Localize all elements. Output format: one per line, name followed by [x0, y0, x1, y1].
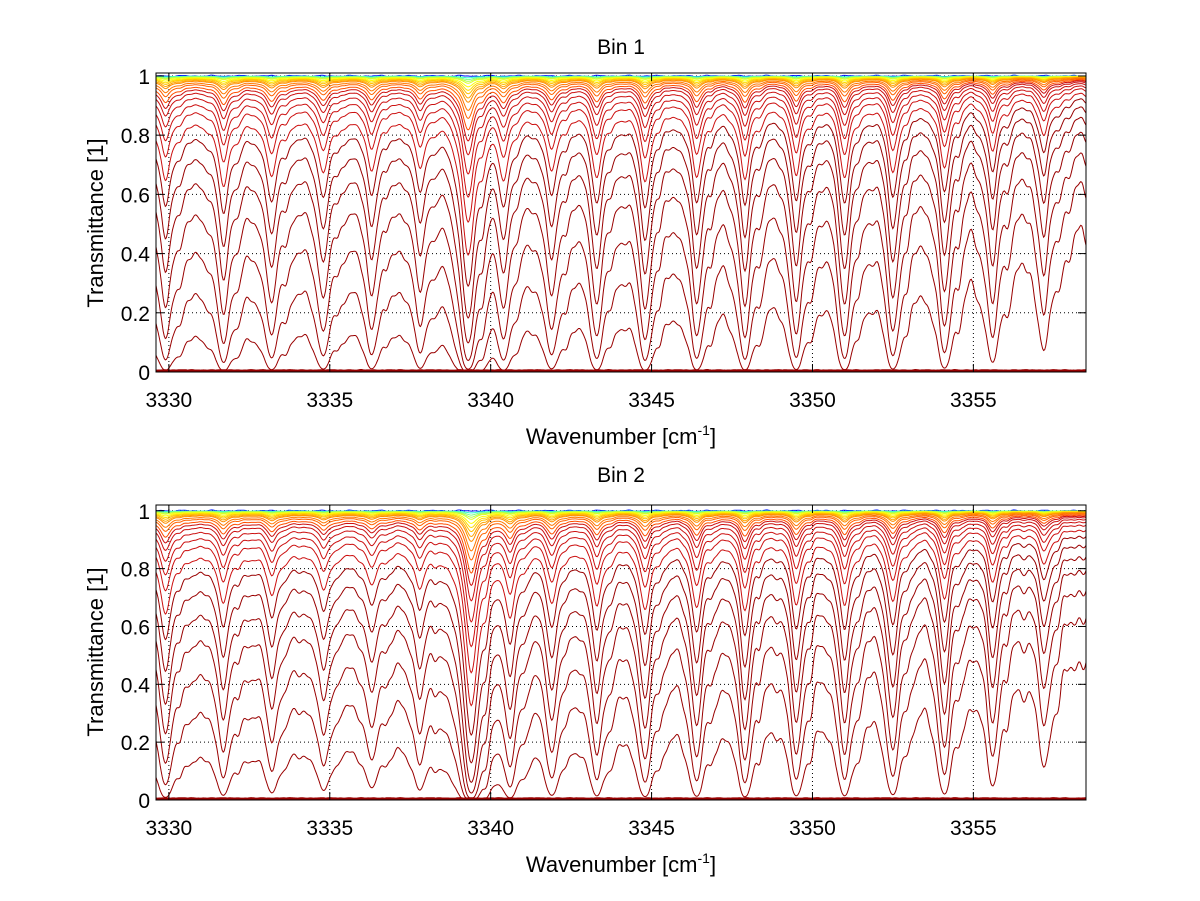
bin2-xtick-label: 3340: [467, 817, 514, 840]
bin1-xlabel: Wavenumber [cm-1]: [526, 422, 716, 449]
bin2-ytick-label: 0.6: [121, 616, 150, 639]
bin1-title: Bin 1: [597, 36, 645, 59]
bin2-spectrum-curve-12: [156, 514, 1086, 574]
bin2-spectrum-curve-8: [156, 512, 1086, 538]
bin2-spectrum-curve-15: [156, 518, 1086, 623]
bin1-spectrum-curve-17: [156, 88, 1086, 224]
bin1-spectrum-curve-25: [156, 224, 1086, 372]
bin2-xtick-label: 3330: [146, 817, 193, 840]
bin1-xtick-label: 3335: [306, 389, 353, 412]
bin1-ytick-label: 1: [138, 66, 150, 89]
bin2-spectrum-curve-11: [156, 513, 1086, 561]
bin1-spectrum-curve-6: [156, 76, 1086, 91]
bin2-axes: Bin 2 3330 3335 3340 3345 3350 3355 0 0.2 0.4 0.6…: [83, 464, 1087, 877]
bin2-spectrum-curve-26: [156, 797, 1086, 800]
bin2-spectrum-curve-22: [156, 570, 1086, 794]
bin2-axes-frame: [155, 504, 1087, 801]
bin2-spectrum-curve-23: [156, 590, 1086, 799]
bin2-spectra: [156, 509, 1086, 800]
bin1-ytick-label: 0.2: [121, 303, 150, 326]
bin2-title: Bin 2: [597, 464, 645, 487]
bin1-spectrum-curve-18: [156, 92, 1086, 256]
bin2-spectrum-curve-13: [156, 515, 1086, 587]
bin1-spectrum-curve-24: [156, 180, 1086, 372]
bin1-xtick-label: 3350: [789, 389, 836, 412]
bin2-xlabel: Wavenumber [cm-1]: [526, 850, 716, 877]
bin2-spectrum-curve-9: [156, 512, 1086, 542]
bin1-spectrum-curve-16: [156, 85, 1086, 198]
bin1-spectrum-curve-7: [156, 76, 1086, 95]
bin1-xtick-label: 3345: [628, 389, 675, 412]
bin1-axes-frame: [155, 72, 1087, 373]
bin1-spectrum-curve-19: [156, 98, 1086, 288]
bin1-spectrum-curve-26: [156, 368, 1086, 372]
bin2-ytick-label: 0.8: [121, 559, 150, 582]
bin1-spectrum-curve-23: [156, 152, 1086, 370]
bin2-ytick-label: 0.4: [121, 674, 151, 697]
bin1-spectrum-curve-9: [156, 77, 1086, 103]
bin2-xtick-label: 3345: [628, 817, 675, 840]
bin2-spectrum-curve-14: [156, 516, 1086, 602]
bin2-spectrum-curve-21: [156, 556, 1086, 784]
bin2-plot-area: 3330 3335 3340 3345 3350 3355 0 0.2 0.4 0.6 0.8 1: [121, 501, 1087, 840]
bin1-spectrum-curve-14: [156, 81, 1086, 156]
bin1-ytick-label: 0.6: [121, 184, 150, 207]
bin2-spectrum-curve-17: [156, 524, 1086, 674]
bin1-spectrum-curve-22: [156, 131, 1086, 362]
bin2-ytick-label: 0: [138, 790, 150, 813]
bin1-ytick-label: 0: [138, 362, 150, 385]
bin2-spectrum-curve-4: [156, 510, 1086, 520]
bin1-axes: Bin 1 3330 3335 3340 3345 3350 3355 0 0.2 0.4 0.6…: [83, 36, 1087, 449]
bin2-spectrum-curve-25: [156, 661, 1086, 800]
bin2-spectrum-curve-16: [156, 521, 1086, 648]
bin1-ytick-label: 0.4: [121, 244, 151, 267]
bin1-spectrum-curve-11: [156, 78, 1086, 119]
bin1-spectrum-curve-10: [156, 77, 1086, 111]
bin1-spectrum-curve-20: [156, 106, 1086, 319]
bin2-ytick-label: 1: [138, 501, 150, 524]
bin2-spectrum-curve-7: [156, 511, 1086, 533]
bin2-spectrum-curve-24: [156, 617, 1086, 800]
bin2-ylabel: Transmittance [1]: [83, 567, 108, 736]
bin2-xtick-label: 3335: [306, 817, 353, 840]
bin1-spectrum-curve-12: [156, 79, 1086, 131]
bin2-ytick-label: 0.2: [121, 732, 150, 755]
bin2-spectrum-curve-10: [156, 512, 1086, 552]
bin1-spectra: [156, 74, 1086, 372]
bin1-spectrum-curve-13: [156, 80, 1086, 142]
bin1-plot-area: 3330 3335 3340 3345 3350 3355 0 0.2 0.4 0.6 0.8 1: [121, 66, 1087, 412]
bin1-xtick-label: 3355: [950, 389, 997, 412]
bin2-xtick-label: 3355: [950, 817, 997, 840]
bin1-xtick-label: 3330: [146, 389, 193, 412]
bin1-spectrum-curve-21: [156, 116, 1086, 344]
bin1-spectrum-curve-4: [156, 75, 1086, 84]
bin2-xtick-label: 3350: [789, 817, 836, 840]
bin2-spectrum-curve-19: [156, 535, 1086, 736]
bin1-ylabel: Transmittance [1]: [83, 138, 108, 307]
bin1-ytick-label: 0.8: [121, 125, 150, 148]
bin1-spectrum-curve-15: [156, 83, 1086, 175]
bin2-spectrum-curve-20: [156, 544, 1086, 764]
bin2-spectrum-curve-18: [156, 529, 1086, 707]
bin1-xtick-label: 3340: [467, 389, 514, 412]
bin1-spectrum-curve-8: [156, 76, 1086, 99]
